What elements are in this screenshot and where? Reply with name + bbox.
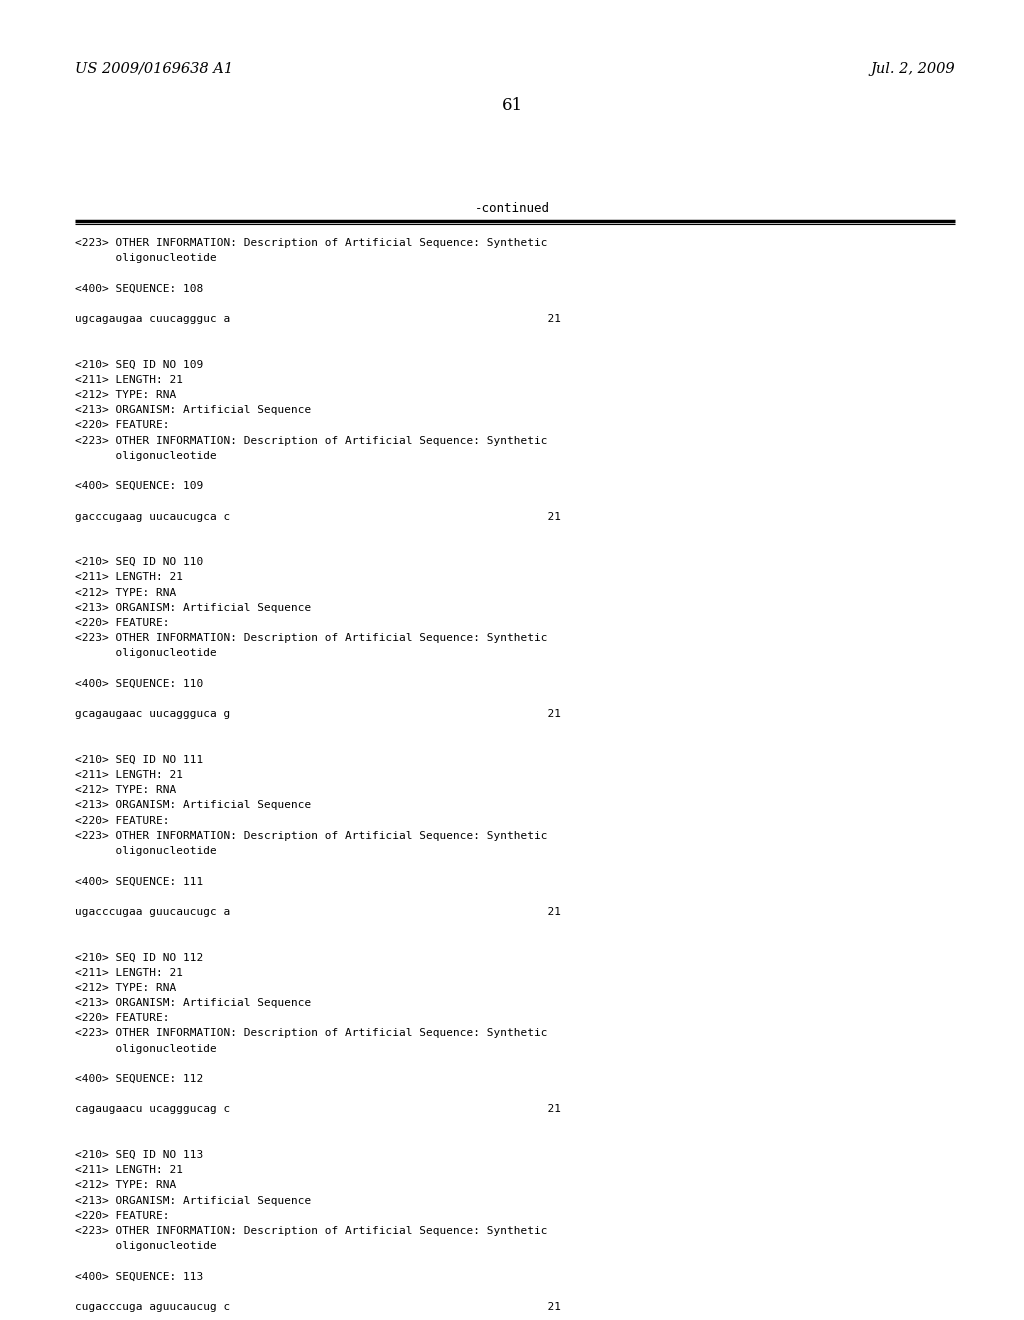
Text: oligonucleotide: oligonucleotide [75,451,217,461]
Text: oligonucleotide: oligonucleotide [75,1241,217,1251]
Text: gcagaugaac uucaggguca g                                               21: gcagaugaac uucaggguca g 21 [75,709,561,719]
Text: <212> TYPE: RNA: <212> TYPE: RNA [75,389,176,400]
Text: <213> ORGANISM: Artificial Sequence: <213> ORGANISM: Artificial Sequence [75,603,311,612]
Text: <223> OTHER INFORMATION: Description of Artificial Sequence: Synthetic: <223> OTHER INFORMATION: Description of … [75,436,548,446]
Text: <211> LENGTH: 21: <211> LENGTH: 21 [75,770,183,780]
Text: <212> TYPE: RNA: <212> TYPE: RNA [75,587,176,598]
Text: 61: 61 [502,96,522,114]
Text: <210> SEQ ID NO 112: <210> SEQ ID NO 112 [75,953,203,962]
Text: gacccugaag uucaucugca c                                               21: gacccugaag uucaucugca c 21 [75,512,561,521]
Text: <211> LENGTH: 21: <211> LENGTH: 21 [75,1166,183,1175]
Text: <223> OTHER INFORMATION: Description of Artificial Sequence: Synthetic: <223> OTHER INFORMATION: Description of … [75,238,548,248]
Text: ugacccugaa guucaucugc a                                               21: ugacccugaa guucaucugc a 21 [75,907,561,917]
Text: <212> TYPE: RNA: <212> TYPE: RNA [75,1180,176,1191]
Text: <223> OTHER INFORMATION: Description of Artificial Sequence: Synthetic: <223> OTHER INFORMATION: Description of … [75,1226,548,1236]
Text: <400> SEQUENCE: 109: <400> SEQUENCE: 109 [75,482,203,491]
Text: <211> LENGTH: 21: <211> LENGTH: 21 [75,573,183,582]
Text: <223> OTHER INFORMATION: Description of Artificial Sequence: Synthetic: <223> OTHER INFORMATION: Description of … [75,634,548,643]
Text: <220> FEATURE:: <220> FEATURE: [75,1210,170,1221]
Text: <210> SEQ ID NO 113: <210> SEQ ID NO 113 [75,1150,203,1160]
Text: <400> SEQUENCE: 113: <400> SEQUENCE: 113 [75,1271,203,1282]
Text: <212> TYPE: RNA: <212> TYPE: RNA [75,785,176,795]
Text: Jul. 2, 2009: Jul. 2, 2009 [870,62,955,77]
Text: <400> SEQUENCE: 111: <400> SEQUENCE: 111 [75,876,203,887]
Text: <210> SEQ ID NO 109: <210> SEQ ID NO 109 [75,359,203,370]
Text: <223> OTHER INFORMATION: Description of Artificial Sequence: Synthetic: <223> OTHER INFORMATION: Description of … [75,1028,548,1039]
Text: oligonucleotide: oligonucleotide [75,1044,217,1053]
Text: <220> FEATURE:: <220> FEATURE: [75,816,170,825]
Text: <210> SEQ ID NO 111: <210> SEQ ID NO 111 [75,755,203,764]
Text: <213> ORGANISM: Artificial Sequence: <213> ORGANISM: Artificial Sequence [75,405,311,416]
Text: cugacccuga aguucaucug c                                               21: cugacccuga aguucaucug c 21 [75,1302,561,1312]
Text: <211> LENGTH: 21: <211> LENGTH: 21 [75,375,183,385]
Text: <213> ORGANISM: Artificial Sequence: <213> ORGANISM: Artificial Sequence [75,1196,311,1205]
Text: <220> FEATURE:: <220> FEATURE: [75,420,170,430]
Text: <400> SEQUENCE: 112: <400> SEQUENCE: 112 [75,1074,203,1084]
Text: US 2009/0169638 A1: US 2009/0169638 A1 [75,62,233,77]
Text: <212> TYPE: RNA: <212> TYPE: RNA [75,983,176,993]
Text: <211> LENGTH: 21: <211> LENGTH: 21 [75,968,183,978]
Text: -continued: -continued [474,202,550,215]
Text: ugcagaugaa cuucaggguc a                                               21: ugcagaugaa cuucaggguc a 21 [75,314,561,323]
Text: <213> ORGANISM: Artificial Sequence: <213> ORGANISM: Artificial Sequence [75,998,311,1008]
Text: <400> SEQUENCE: 108: <400> SEQUENCE: 108 [75,284,203,293]
Text: oligonucleotide: oligonucleotide [75,648,217,659]
Text: cagaugaacu ucagggucag c                                               21: cagaugaacu ucagggucag c 21 [75,1105,561,1114]
Text: <223> OTHER INFORMATION: Description of Artificial Sequence: Synthetic: <223> OTHER INFORMATION: Description of … [75,830,548,841]
Text: <213> ORGANISM: Artificial Sequence: <213> ORGANISM: Artificial Sequence [75,800,311,810]
Text: <210> SEQ ID NO 110: <210> SEQ ID NO 110 [75,557,203,568]
Text: <400> SEQUENCE: 110: <400> SEQUENCE: 110 [75,678,203,689]
Text: <220> FEATURE:: <220> FEATURE: [75,1014,170,1023]
Text: oligonucleotide: oligonucleotide [75,253,217,263]
Text: oligonucleotide: oligonucleotide [75,846,217,855]
Text: <220> FEATURE:: <220> FEATURE: [75,618,170,628]
